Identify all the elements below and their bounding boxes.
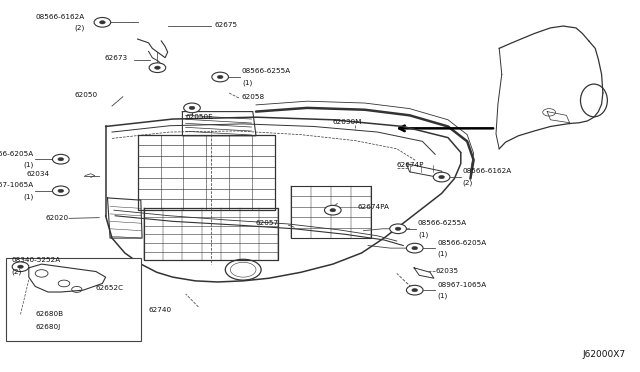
Text: 08566-6255A: 08566-6255A [418, 220, 467, 226]
Text: 62020: 62020 [46, 215, 69, 221]
Text: 62652C: 62652C [96, 285, 124, 291]
Polygon shape [406, 164, 445, 179]
Circle shape [217, 75, 223, 79]
Text: (2): (2) [75, 25, 85, 31]
Circle shape [58, 157, 64, 161]
Circle shape [99, 20, 106, 24]
Circle shape [184, 103, 200, 113]
Text: 08967-1065A: 08967-1065A [0, 182, 33, 188]
Text: 62675: 62675 [214, 22, 237, 28]
Text: 62680B: 62680B [35, 311, 63, 317]
Text: 62058: 62058 [242, 94, 265, 100]
Circle shape [154, 66, 161, 70]
Circle shape [433, 172, 450, 182]
Circle shape [390, 224, 406, 234]
Text: 62050E: 62050E [186, 114, 213, 120]
Bar [6, 258, 141, 341]
Text: (2): (2) [12, 269, 22, 275]
Text: 62034: 62034 [27, 171, 50, 177]
Text: 08566-6255A: 08566-6255A [242, 68, 291, 74]
Text: (1): (1) [23, 162, 33, 168]
Circle shape [324, 205, 341, 215]
Circle shape [189, 106, 195, 110]
Circle shape [412, 288, 418, 292]
Circle shape [149, 63, 166, 73]
Text: 08566-6205A: 08566-6205A [437, 240, 486, 246]
Circle shape [12, 262, 29, 272]
Circle shape [330, 208, 336, 212]
Text: 08566-6205A: 08566-6205A [0, 151, 33, 157]
Circle shape [52, 154, 69, 164]
Text: (1): (1) [418, 231, 428, 238]
Text: 62740: 62740 [148, 307, 172, 312]
Text: 62673: 62673 [105, 55, 128, 61]
Circle shape [406, 285, 423, 295]
Text: 62030M: 62030M [333, 119, 362, 125]
Text: 08967-1065A: 08967-1065A [437, 282, 486, 288]
Text: 62035: 62035 [435, 268, 458, 274]
Text: 08566-6162A: 08566-6162A [463, 169, 512, 174]
Text: 62050: 62050 [74, 92, 97, 98]
Circle shape [412, 246, 418, 250]
Circle shape [438, 175, 445, 179]
Circle shape [395, 227, 401, 231]
Circle shape [17, 265, 24, 269]
Text: 62057: 62057 [255, 220, 278, 226]
Text: J62000X7: J62000X7 [582, 350, 625, 359]
Text: 08340-5252A: 08340-5252A [12, 257, 61, 263]
Text: (1): (1) [437, 293, 447, 299]
Text: 62674PA: 62674PA [357, 204, 389, 210]
Circle shape [94, 17, 111, 27]
Circle shape [212, 72, 228, 82]
Circle shape [52, 186, 69, 196]
Text: 62680J: 62680J [35, 324, 60, 330]
Text: (1): (1) [23, 193, 33, 200]
Circle shape [406, 243, 423, 253]
Text: (1): (1) [437, 251, 447, 257]
Text: (1): (1) [242, 80, 252, 86]
Text: 62674P: 62674P [397, 162, 424, 168]
Text: 08566-6162A: 08566-6162A [36, 14, 85, 20]
Circle shape [58, 189, 64, 193]
Text: (2): (2) [463, 180, 473, 186]
